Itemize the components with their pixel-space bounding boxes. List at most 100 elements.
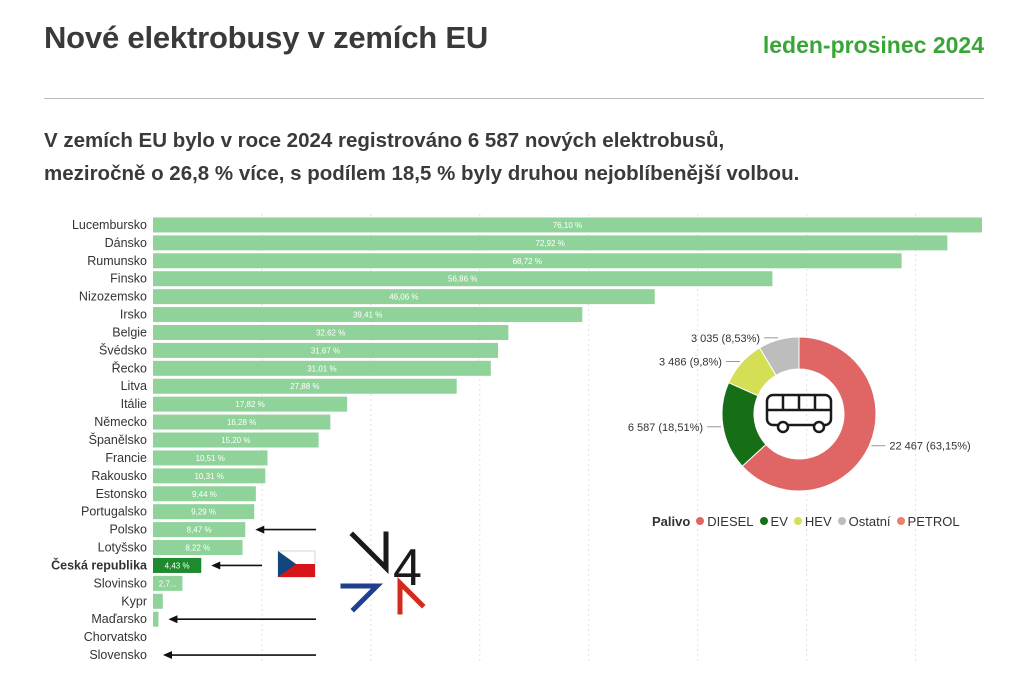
arrow-marker [255, 525, 316, 534]
category-label: Irsko [120, 308, 147, 322]
data-label: 72,92 % [535, 239, 564, 248]
category-label: Česká republika [51, 557, 148, 572]
category-label: Estonsko [96, 487, 147, 501]
arrow-marker [168, 615, 316, 624]
data-label: 2,7... [159, 579, 177, 588]
data-label: 46,06 % [389, 293, 418, 302]
data-label: 10,31 % [194, 472, 223, 481]
legend-item: DIESEL [696, 514, 754, 529]
bar [153, 271, 773, 287]
category-label: Francie [105, 451, 147, 465]
bar [153, 414, 331, 430]
data-label: 15,20 % [221, 436, 250, 445]
data-label: 32,62 % [316, 328, 345, 337]
category-label: Finsko [110, 272, 147, 286]
data-label: 8,22 % [185, 544, 210, 553]
donut-legend: Palivo DIESEL EV HEV Ostatní PETROL [652, 514, 966, 529]
legend-dot-icon [896, 517, 905, 525]
category-label: Itálie [121, 397, 147, 411]
bar [153, 253, 902, 269]
category-label: Švédsko [99, 342, 147, 357]
legend-title: Palivo [652, 514, 691, 529]
data-label: 10,51 % [196, 454, 225, 463]
donut-slice [758, 336, 800, 376]
category-label: Portugalsko [81, 505, 147, 519]
donut-chart: 22 467 (63,15%) 6 587 (18,51%) 3 486 (9,8%… [628, 333, 971, 492]
category-label: Belgie [112, 325, 147, 339]
category-label: Lucembursko [72, 218, 147, 232]
bar-chart: Lucembursko 76,10 % Dánsko 72,92 % Rumunsko 6… [51, 214, 982, 664]
data-label: 27,88 % [290, 382, 319, 391]
category-label: Německo [94, 415, 147, 429]
bar [153, 468, 266, 484]
data-label: 39,41 % [353, 311, 382, 320]
category-label: Litva [121, 379, 147, 393]
category-label: Chorvatsko [84, 630, 147, 644]
bar [153, 575, 183, 591]
data-label: 68,72 % [513, 257, 542, 266]
legend-dot-icon [793, 517, 802, 525]
category-label: Dánsko [105, 236, 147, 250]
category-label: Kypr [121, 594, 147, 608]
legend-label: EV [770, 514, 788, 529]
category-label: Nizozemsko [79, 290, 147, 304]
arrow-marker [163, 651, 316, 660]
bar [153, 557, 202, 573]
category-label: Španělsko [89, 432, 147, 447]
data-label: 9,44 % [192, 490, 217, 499]
legend-item: PETROL [896, 514, 960, 529]
bar [153, 378, 457, 394]
bar [153, 522, 246, 538]
bar [153, 307, 583, 323]
data-label: 31,67 % [311, 346, 340, 355]
category-label: Maďarsko [91, 612, 147, 626]
data-label: 76,10 % [553, 221, 582, 230]
slice-label: 3 486 (9,8%) [659, 356, 722, 368]
bar [153, 432, 319, 448]
bar [153, 540, 243, 556]
category-label: Řecko [112, 360, 147, 375]
data-label: 56,86 % [448, 275, 477, 284]
bar [153, 235, 948, 251]
bar [153, 289, 655, 305]
legend-label: DIESEL [707, 514, 754, 529]
slice-label: 3 035 (8,53%) [691, 333, 760, 345]
data-label: 8,47 % [187, 526, 212, 535]
legend-label: PETROL [907, 514, 960, 529]
arrow-marker [211, 561, 262, 570]
bar [153, 504, 255, 520]
legend-dot-icon [759, 517, 768, 525]
category-label: Rumunsko [87, 254, 147, 268]
subtitle: V zemích EU bylo v roce 2024 registrován… [44, 124, 994, 190]
bar [153, 360, 491, 376]
data-label: 9,29 % [191, 508, 216, 517]
bus-icon [765, 393, 833, 434]
legend-item: HEV [793, 514, 832, 529]
bar [153, 324, 509, 340]
slice-label: 6 587 (18,51%) [628, 422, 703, 434]
legend-item: EV [759, 514, 788, 529]
czech-flag-icon [277, 550, 316, 578]
bar [153, 611, 159, 627]
data-label: 4,43 % [165, 561, 190, 570]
bar [153, 486, 256, 502]
legend-label: Ostatní [848, 514, 891, 529]
legend-item: Ostatní [837, 514, 891, 529]
v4-logo-text: 4 [393, 539, 422, 597]
category-label: Slovinsko [94, 576, 148, 590]
data-label: 31,01 % [307, 364, 336, 373]
category-label: Polsko [109, 523, 147, 537]
period-label: leden-prosinec 2024 [762, 32, 984, 58]
legend-dot-icon [837, 517, 846, 525]
legend-label: HEV [804, 514, 832, 529]
subtitle-line-2: meziročně o 26,8 % více, s podílem 18,5 … [44, 162, 800, 185]
arrow-markers [163, 525, 316, 660]
subtitle-line-1: V zemích EU bylo v roce 2024 registrován… [44, 129, 725, 152]
legend-dot-icon [696, 517, 705, 525]
page-title: Nové elektrobusy v zemích EU [44, 20, 489, 55]
donut-slice [741, 336, 877, 492]
slice-label: 22 467 (63,15%) [889, 441, 970, 453]
category-label: Lotyšsko [98, 541, 147, 555]
bar [153, 217, 982, 233]
